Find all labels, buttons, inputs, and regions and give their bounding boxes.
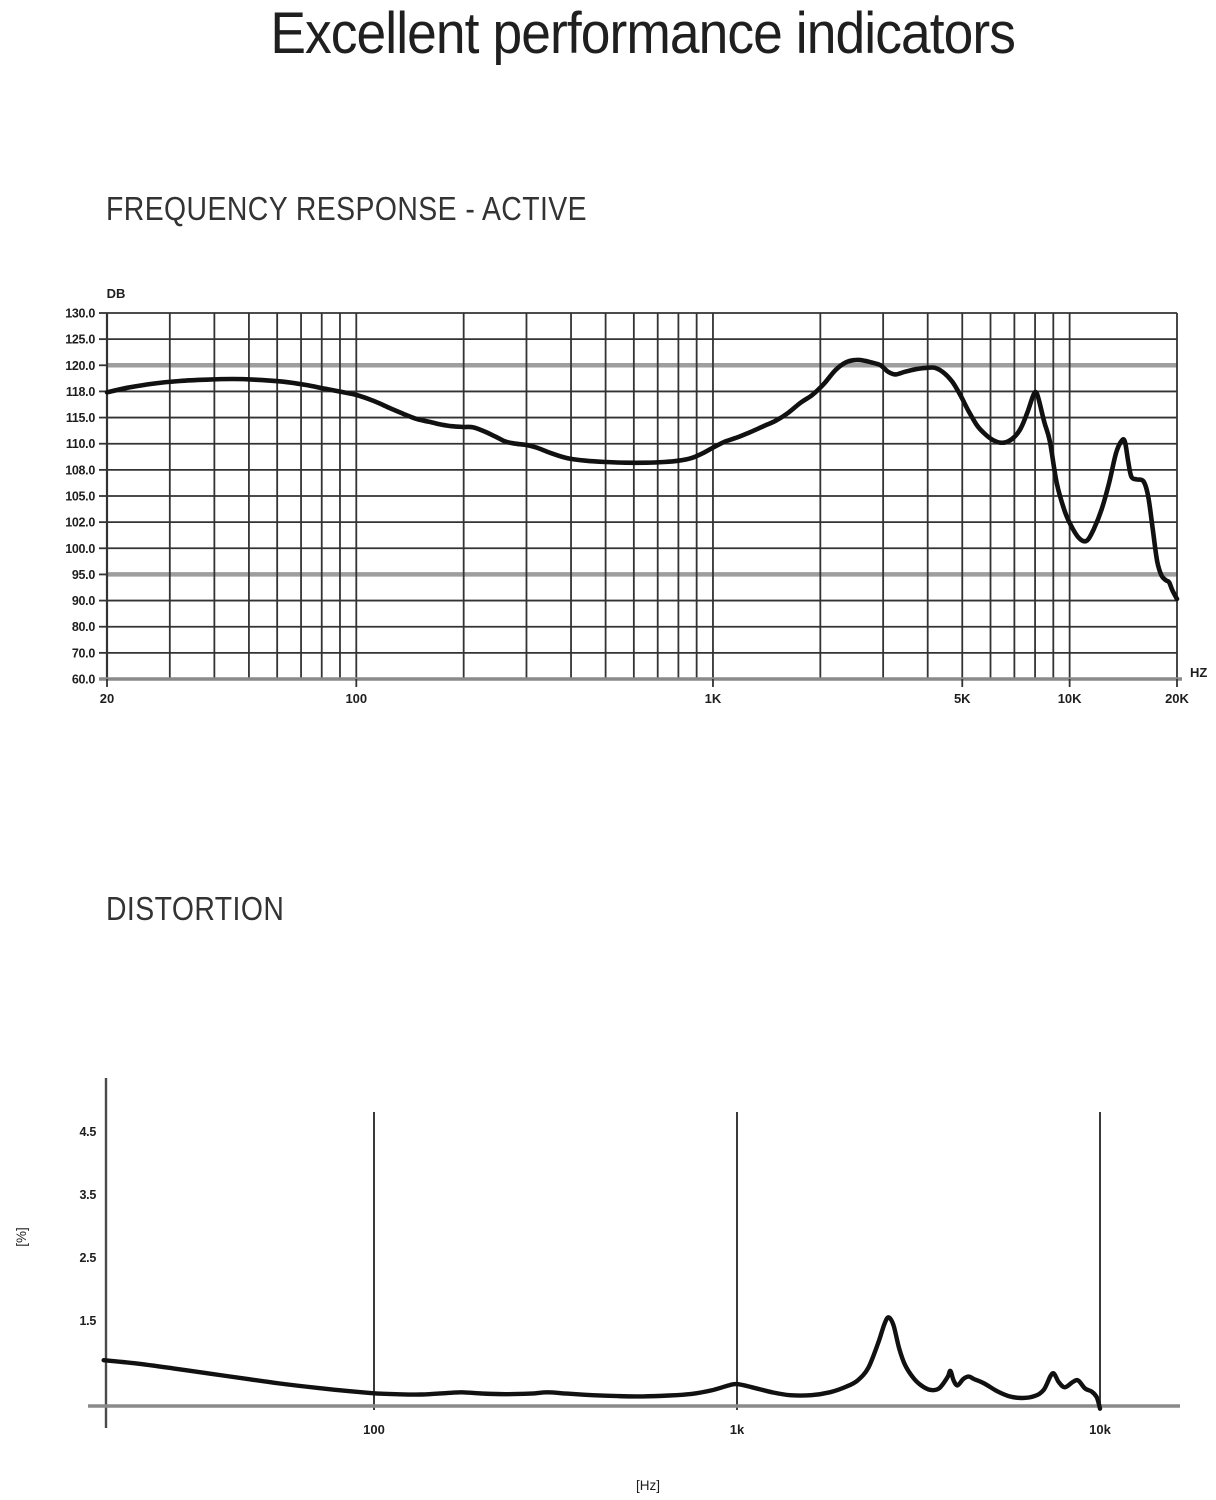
x-tick-label: 100 — [363, 1422, 385, 1437]
frequency-response-chart-title: FREQUENCY RESPONSE - ACTIVE — [106, 190, 588, 227]
y-tick-label: 100.0 — [65, 542, 95, 556]
y-tick-label: 90.0 — [72, 594, 95, 608]
y-tick-label: 130.0 — [65, 307, 95, 321]
distortion-chart-title: DISTORTION — [106, 890, 285, 927]
y-tick-label: 102.0 — [65, 516, 95, 530]
frequency-response-plot: 130.0 125.0 120.0 118.0 115.0 110.0 108.0 105.0… — [65, 286, 1207, 706]
y-tick-label: 105.0 — [65, 490, 95, 504]
y-tick-label: 115.0 — [66, 411, 95, 425]
x-tick-label: 10K — [1058, 691, 1082, 706]
distortion-curve — [101, 1315, 1103, 1411]
y-tick-label: 80.0 — [72, 620, 95, 634]
y-tick-label: 125.0 — [65, 333, 95, 347]
y-tick-label: 120.0 — [65, 359, 95, 373]
y-tick-label: 70.0 — [72, 646, 95, 660]
x-tick-label: 100 — [345, 691, 367, 706]
y-axis-unit-label: [%] — [14, 1227, 29, 1247]
x-tick-label: 1k — [730, 1422, 745, 1437]
y-tick-label: 2.5 — [80, 1251, 97, 1265]
x-tick-label: 20K — [1165, 691, 1189, 706]
y-tick-label: 110.0 — [66, 437, 95, 451]
y-tick-label: 4.5 — [80, 1125, 97, 1139]
x-tick-label: 5K — [954, 691, 971, 706]
distortion-plot: 100 1k 10k 1.5 2.5 3.5 4.5 [%] [Hz] — [14, 1078, 1180, 1493]
y-tick-label: 60.0 — [72, 673, 95, 687]
frequency-response-curve — [104, 357, 1180, 602]
y-tick-label: 3.5 — [80, 1188, 97, 1202]
x-tick-label: 20 — [100, 691, 114, 706]
y-tick-label: 118.0 — [66, 385, 95, 399]
page-title-wrap: Excellent performance indicators — [0, 0, 1216, 67]
page-title: Excellent performance indicators — [270, 1, 1017, 66]
x-axis-unit-label: [Hz] — [636, 1478, 660, 1493]
x-axis-unit-label: HZ — [1190, 665, 1207, 680]
y-tick-label: 95.0 — [72, 568, 95, 582]
x-tick-label: 10k — [1089, 1422, 1111, 1437]
y-axis-unit-label: DB — [107, 286, 126, 301]
y-tick-label: 1.5 — [80, 1314, 97, 1328]
x-tick-label: 1K — [705, 691, 722, 706]
y-tick-label: 108.0 — [65, 463, 95, 477]
